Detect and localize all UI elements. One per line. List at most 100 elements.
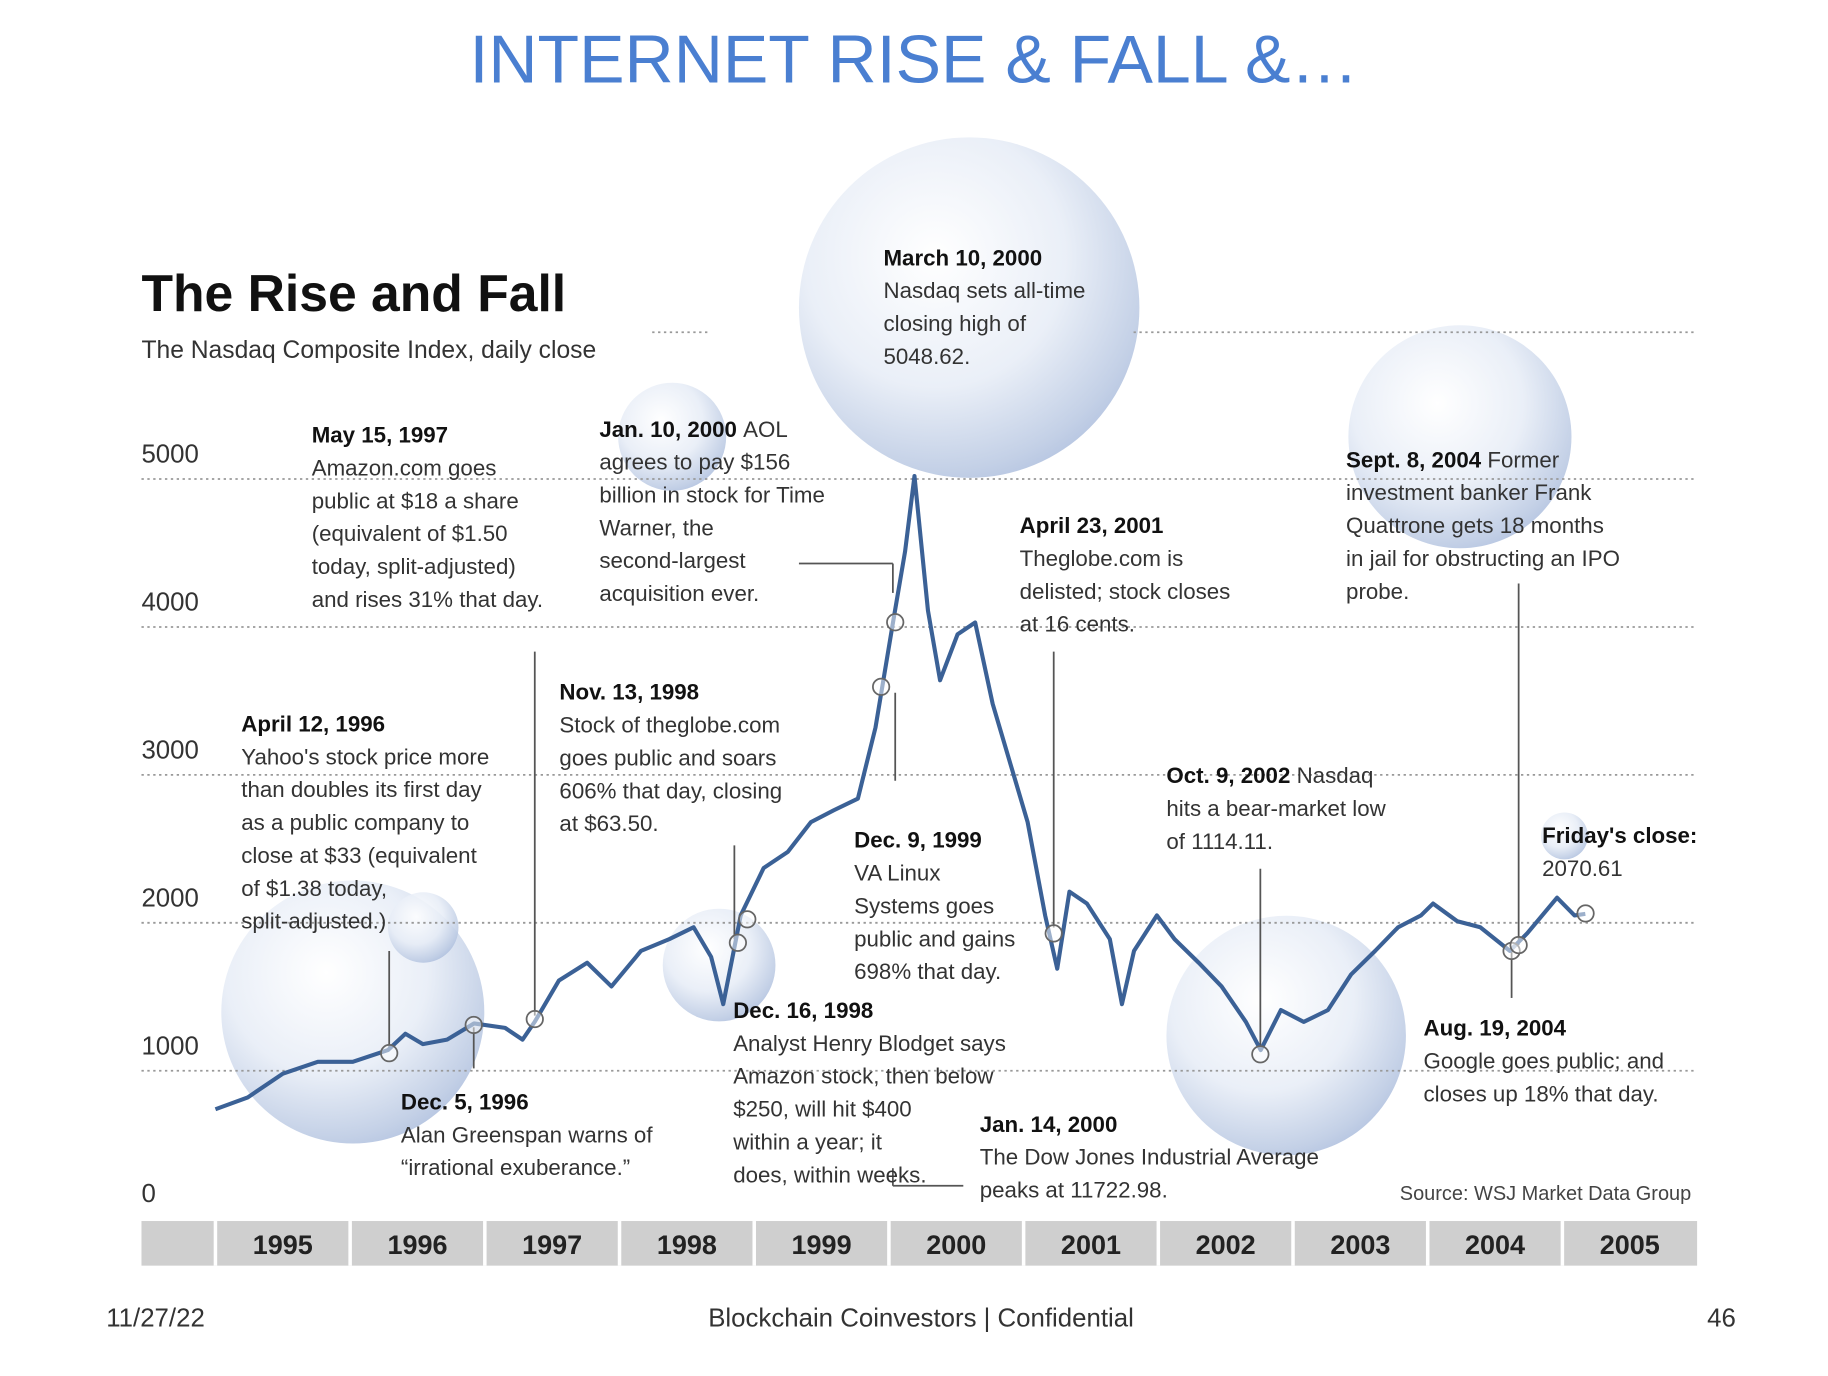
y-tick-label: 5000 [141, 441, 198, 469]
annotation-line: Amazon.com goes [312, 455, 497, 480]
annotation-heading: Aug. 19, 2004 [1424, 1016, 1567, 1041]
page-number: 46 [1707, 1305, 1736, 1333]
annotation-heading: Dec. 16, 1998 [733, 998, 873, 1023]
annotation-date: Dec. 5, 1996 [401, 1089, 529, 1114]
annotation-date: Aug. 19, 2004 [1424, 1016, 1567, 1041]
x-axis-band [141, 1221, 1698, 1266]
annotation-line: 2070.61 [1542, 856, 1623, 881]
bubble [798, 137, 1140, 478]
event-marker [1576, 904, 1595, 923]
x-tick-label: 2003 [1330, 1230, 1390, 1260]
annotation-line: closing high of [883, 311, 1026, 336]
event-marker [1044, 924, 1063, 943]
annotation-heading: Nov. 13, 1998 [559, 680, 699, 705]
x-tick-label: 1997 [522, 1230, 582, 1260]
event-marker [738, 910, 757, 929]
annotation-line: second-largest [599, 548, 746, 573]
annotation-line: than doubles its first day [241, 777, 482, 802]
annotation-date: Jan. 14, 2000 [980, 1112, 1118, 1137]
annotation-line: 698% that day. [854, 959, 1001, 984]
annotation-line: hits a bear-market low [1166, 796, 1386, 821]
annotation-date: Friday's close: [1542, 823, 1697, 848]
annotation-date: Dec. 16, 1998 [733, 998, 873, 1023]
annotation-line: VA Linux [854, 861, 940, 886]
y-tick-label: 0 [141, 1180, 155, 1208]
annotation-line: Alan Greenspan warns of [401, 1122, 653, 1147]
y-tick-label: 4000 [141, 589, 198, 617]
annotation-line: Nasdaq sets all-time [883, 278, 1085, 303]
annotation-heading: Sept. 8, 2004 Former [1346, 447, 1560, 472]
annotation-line: 5048.62. [883, 344, 970, 369]
annotation-line: acquisition ever. [599, 581, 759, 606]
annotation-line: of $1.38 today, [241, 876, 387, 901]
annotation-heading: April 12, 1996 [241, 711, 385, 736]
annotation-line: today, split-adjusted) [312, 554, 516, 579]
annotation-heading: Jan. 14, 2000 [980, 1112, 1118, 1137]
annotation-lead: AOL [743, 417, 788, 442]
annotation-line: in jail for obstructing an IPO [1346, 546, 1620, 571]
event-marker [380, 1044, 399, 1063]
annotation-heading: Oct. 9, 2002 Nasdaq [1166, 763, 1373, 788]
annotation-line: agrees to pay $156 [599, 450, 790, 475]
annotation-date: April 12, 1996 [241, 711, 385, 736]
annotation-heading: Friday's close: [1542, 823, 1697, 848]
event-marker [525, 1009, 544, 1029]
bubbles [221, 137, 1588, 1156]
annotation-date: Jan. 10, 2000 [599, 417, 737, 442]
annotation-line: as a public company to [241, 810, 469, 835]
annotation-line: at 16 cents. [1020, 612, 1135, 637]
annotation-line: Theglobe.com is [1020, 546, 1184, 571]
annotation-line: delisted; stock closes [1020, 579, 1231, 604]
bubble [618, 382, 727, 491]
source: Source: WSJ Market Data Group [1400, 1183, 1691, 1205]
slide-title: INTERNET RISE & FALL &… [469, 22, 1358, 98]
annotation-line: investment banker Frank [1346, 480, 1592, 505]
event-marker [464, 1015, 483, 1035]
y-tick-label: 2000 [141, 884, 198, 912]
footer-text: Blockchain Coinvestors | Confidential [708, 1305, 1134, 1333]
annotation-line: Yahoo's stock price more [241, 744, 489, 769]
chart-title: The Rise and Fall [141, 264, 566, 322]
x-tick-label: 1998 [657, 1230, 717, 1260]
event-marker [886, 613, 905, 632]
chart-subtitle: The Nasdaq Composite Index, daily close [141, 337, 596, 364]
annotation-line: Stock of theglobe.com [559, 713, 780, 738]
bubble [1348, 325, 1572, 549]
annotation-line: billion in stock for Time [599, 482, 825, 507]
x-tick-label: 1995 [253, 1230, 313, 1260]
annotation-line: at $63.50. [559, 811, 658, 836]
annotation-line: peaks at 11722.98. [980, 1178, 1168, 1203]
event-marker [1509, 936, 1528, 955]
annotation-line: Systems goes [854, 893, 994, 918]
annotation-line: public and gains [854, 926, 1015, 951]
y-tick-label: 3000 [141, 736, 198, 764]
annotation-line: goes public and soars [559, 745, 776, 770]
annotation-line: public at $18 a share [312, 488, 519, 513]
annotation-line: Analyst Henry Blodget says [733, 1031, 1006, 1056]
annotation-heading: Dec. 9, 1999 [854, 828, 982, 853]
line [214, 474, 1586, 1112]
annotation-line: within a year; it [732, 1129, 883, 1154]
x-tick-label: 2001 [1061, 1230, 1121, 1260]
annotation-date: Dec. 9, 1999 [854, 828, 982, 853]
x-tick-label: 2000 [926, 1230, 986, 1260]
annotation-line: split-adjusted.) [241, 909, 386, 934]
annotation-heading: Jan. 10, 2000 AOL [599, 417, 787, 442]
annotation-lead: Nasdaq [1297, 763, 1374, 788]
y-tick-label: 1000 [141, 1032, 198, 1060]
x-tick-label: 2005 [1600, 1230, 1660, 1260]
annotation-date: Sept. 8, 2004 [1346, 447, 1482, 472]
annotation-line: $250, will hit $400 [733, 1097, 912, 1122]
event-marker [728, 933, 747, 952]
annotation-heading: May 15, 1997 [312, 423, 448, 448]
x-tick-label: 2002 [1196, 1230, 1256, 1260]
annotation-date: Oct. 9, 2002 [1166, 763, 1290, 788]
x-tick-label: 1999 [792, 1230, 852, 1260]
event-marker [872, 677, 891, 696]
annotation-line: Quattrone gets 18 months [1346, 513, 1604, 538]
annotation-line: probe. [1346, 579, 1409, 604]
annotation-line: of 1114.11. [1166, 829, 1273, 854]
annotation-line: “irrational exuberance.” [401, 1155, 630, 1180]
annotation-lead: Former [1487, 447, 1559, 472]
